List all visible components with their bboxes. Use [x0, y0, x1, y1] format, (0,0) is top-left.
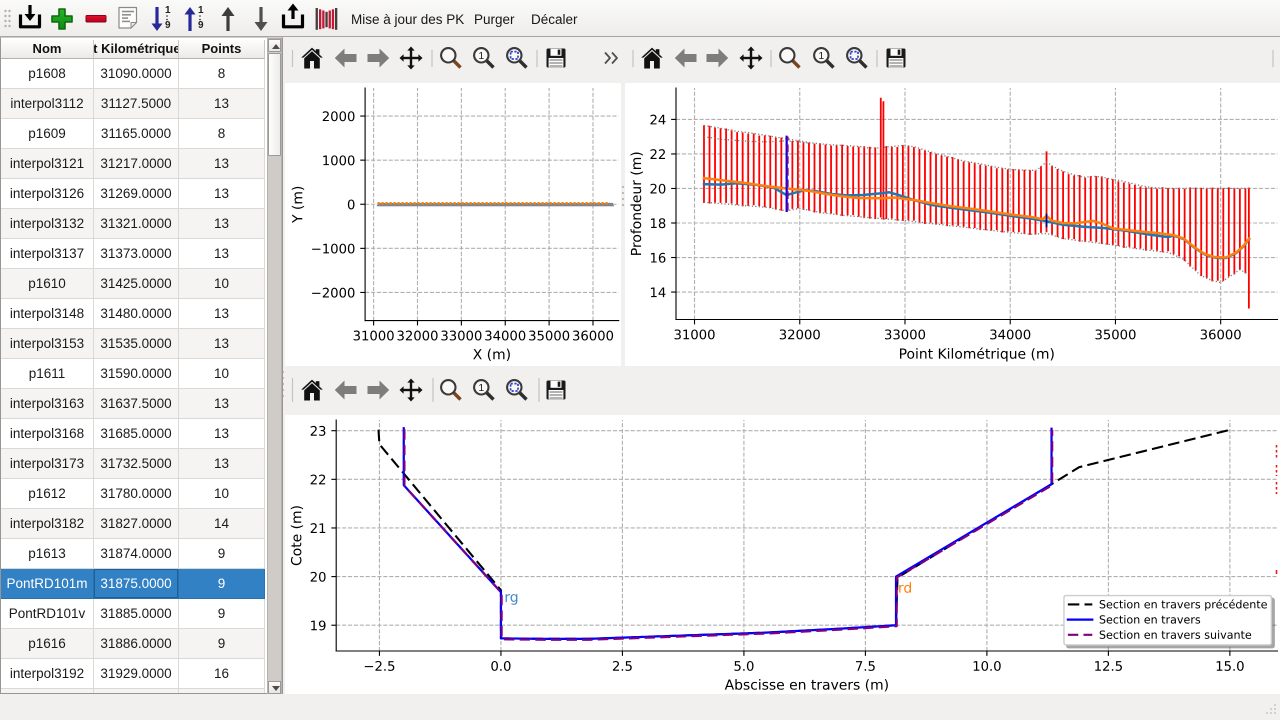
- svg-text:9: 9: [198, 20, 204, 31]
- svg-text:1: 1: [478, 382, 484, 394]
- svg-text:1: 1: [198, 5, 204, 16]
- svg-text:1: 1: [165, 5, 171, 16]
- svg-text:1: 1: [478, 50, 484, 62]
- svg-text:1: 1: [818, 50, 824, 62]
- svg-text:9: 9: [165, 20, 171, 31]
